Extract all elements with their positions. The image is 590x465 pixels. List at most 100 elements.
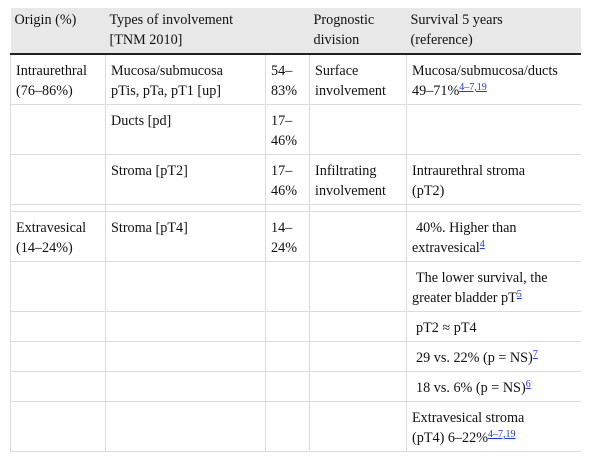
type-line2: pTis, pTa, pT1 [up] bbox=[111, 83, 222, 99]
table-row: Stroma [pT2] 17– 46% Infiltrating involv… bbox=[10, 154, 581, 205]
survival-line2: (pT4) 6–22% bbox=[412, 430, 489, 446]
header-survival-line2: (reference) bbox=[410, 32, 473, 48]
cell-origin bbox=[10, 154, 106, 205]
survival-line2: extravesical bbox=[412, 240, 480, 256]
cell-survival: 29 vs. 22% (p = NS)7 bbox=[406, 341, 581, 372]
cell-percent bbox=[265, 261, 310, 312]
origin-line1: Extravesical bbox=[16, 220, 87, 236]
type-text: Stroma [pT2] bbox=[111, 163, 188, 179]
spacer-cell bbox=[309, 204, 407, 212]
cell-type bbox=[105, 341, 266, 372]
cell-origin bbox=[10, 104, 106, 155]
survival-line2: greater bladder pT bbox=[412, 290, 517, 306]
cell-origin bbox=[10, 341, 106, 372]
cell-origin: Intraurethral (76–86%) bbox=[10, 54, 106, 105]
cell-survival: pT2 ≈ pT4 bbox=[406, 311, 581, 342]
header-prognostic-line1: Prognostic bbox=[313, 12, 375, 28]
origin-line1: Intraurethral bbox=[16, 63, 87, 79]
cell-prognostic bbox=[309, 311, 407, 342]
cell-type bbox=[105, 371, 266, 402]
percent-line1: 17– bbox=[271, 113, 293, 129]
spacer-cell bbox=[10, 204, 106, 212]
cell-type: Stroma [pT4] bbox=[105, 211, 266, 262]
cell-percent bbox=[265, 371, 310, 402]
cell-survival: Extravesical stroma (pT4) 6–22%4–7,19 bbox=[406, 401, 581, 452]
table-header: Origin (%) Types of involvement [TNM 201… bbox=[10, 8, 581, 55]
cell-prognostic: Infiltrating involvement bbox=[309, 154, 407, 205]
cell-survival: 40%. Higher than extravesical4 bbox=[406, 211, 581, 262]
involvement-table: Origin (%) Types of involvement [TNM 201… bbox=[10, 8, 581, 452]
cell-type bbox=[105, 311, 266, 342]
table-row: Ducts [pd] 17– 46% bbox=[10, 104, 581, 155]
cell-type bbox=[105, 401, 266, 452]
cell-percent: 14– 24% bbox=[265, 211, 310, 262]
cell-prognostic bbox=[309, 401, 407, 452]
cell-survival: Intraurethral stroma (pT2) bbox=[406, 154, 581, 205]
header-survival-line1: Survival 5 years bbox=[410, 12, 503, 28]
percent-line2: 24% bbox=[271, 240, 298, 256]
cell-origin bbox=[10, 311, 106, 342]
cell-survival bbox=[406, 104, 581, 155]
reference-link[interactable]: 5 bbox=[516, 289, 522, 300]
origin-line2: (14–24%) bbox=[16, 240, 73, 256]
cell-origin bbox=[10, 261, 106, 312]
cell-survival: Mucosa/submucosa/ducts 49–71%4–7,19 bbox=[406, 54, 581, 105]
percent-line2: 46% bbox=[271, 183, 298, 199]
header-row: Origin (%) Types of involvement [TNM 201… bbox=[10, 8, 581, 55]
reference-link[interactable]: 4–7,19 bbox=[488, 429, 516, 440]
cell-percent: 17– 46% bbox=[265, 154, 310, 205]
header-origin-text: Origin (%) bbox=[14, 12, 77, 28]
cell-type: Stroma [pT2] bbox=[105, 154, 266, 205]
cell-origin: Extravesical (14–24%) bbox=[10, 211, 106, 262]
reference-link[interactable]: 7 bbox=[532, 349, 538, 360]
survival-line1: Extravesical stroma bbox=[412, 410, 525, 426]
table-body: Intraurethral (76–86%) Mucosa/submucosa … bbox=[10, 54, 581, 452]
type-text: Ducts [pd] bbox=[111, 113, 172, 129]
cell-prognostic bbox=[309, 104, 407, 155]
reference-link[interactable]: 6 bbox=[525, 379, 531, 390]
table-row: Extravesical stroma (pT4) 6–22%4–7,19 bbox=[10, 401, 581, 452]
survival-line2: 49–71% bbox=[412, 83, 460, 99]
survival-line1: The lower survival, the bbox=[416, 270, 548, 286]
type-line1: Mucosa/submucosa bbox=[111, 63, 223, 79]
cell-prognostic bbox=[309, 371, 407, 402]
header-prognostic: Prognostic division bbox=[309, 8, 407, 55]
cell-type: Ducts [pd] bbox=[105, 104, 266, 155]
table-row: 29 vs. 22% (p = NS)7 bbox=[10, 341, 581, 372]
cell-origin bbox=[10, 401, 106, 452]
header-types-line2: [TNM 2010] bbox=[109, 32, 183, 48]
cell-prognostic bbox=[309, 341, 407, 372]
survival-line2: (pT2) bbox=[412, 183, 445, 199]
prognostic-line1: Surface bbox=[315, 63, 359, 79]
header-prognostic-line2: division bbox=[313, 32, 360, 48]
survival-text: pT2 ≈ pT4 bbox=[416, 320, 477, 336]
survival-text: 18 vs. 6% (p = NS) bbox=[416, 380, 526, 396]
prognostic-line1: Infiltrating bbox=[315, 163, 377, 179]
table-row: 18 vs. 6% (p = NS)6 bbox=[10, 371, 581, 402]
cell-prognostic: Surface involvement bbox=[309, 54, 407, 105]
cell-survival: The lower survival, the greater bladder … bbox=[406, 261, 581, 312]
survival-text: 29 vs. 22% (p = NS) bbox=[416, 350, 533, 366]
cell-prognostic bbox=[309, 211, 407, 262]
prognostic-line2: involvement bbox=[315, 183, 386, 199]
table-row: pT2 ≈ pT4 bbox=[10, 311, 581, 342]
header-origin: Origin (%) bbox=[10, 8, 106, 55]
spacer-cell bbox=[406, 204, 581, 212]
cell-type bbox=[105, 261, 266, 312]
survival-line1: Intraurethral stroma bbox=[412, 163, 526, 179]
cell-percent bbox=[265, 341, 310, 372]
origin-line2: (76–86%) bbox=[16, 83, 73, 99]
reference-link[interactable]: 4–7,19 bbox=[459, 82, 487, 93]
percent-line1: 54– bbox=[271, 63, 293, 79]
survival-line1: Mucosa/submucosa/ducts bbox=[412, 63, 558, 79]
percent-line1: 14– bbox=[271, 220, 293, 236]
cell-percent: 17– 46% bbox=[265, 104, 310, 155]
reference-link[interactable]: 4 bbox=[479, 239, 485, 250]
cell-origin bbox=[10, 371, 106, 402]
cell-percent bbox=[265, 401, 310, 452]
spacer-cell bbox=[105, 204, 266, 212]
percent-line2: 83% bbox=[271, 83, 298, 99]
table-spacer-row bbox=[10, 204, 581, 212]
cell-percent bbox=[265, 311, 310, 342]
